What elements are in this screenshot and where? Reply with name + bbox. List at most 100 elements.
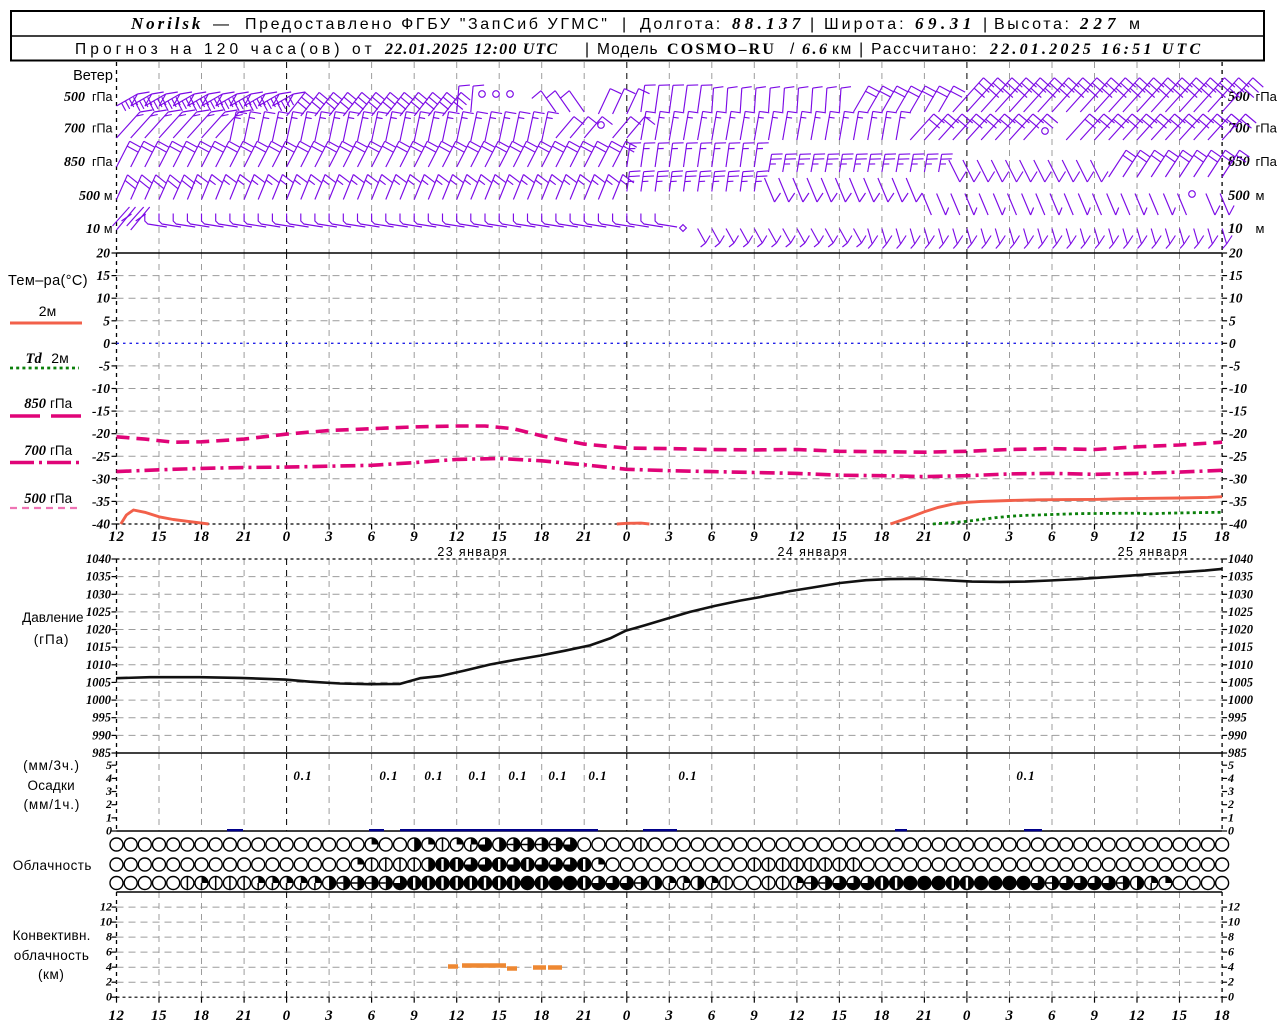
svg-text:1030: 1030 <box>1228 587 1254 601</box>
svg-text:6: 6 <box>708 1008 716 1024</box>
svg-text:12: 12 <box>1129 1008 1145 1024</box>
svg-text:24 января: 24 января <box>778 545 849 559</box>
svg-text:21: 21 <box>235 529 252 545</box>
svg-text:0.1: 0.1 <box>1016 768 1035 783</box>
svg-text:6: 6 <box>1228 945 1234 959</box>
svg-text:5: 5 <box>1228 758 1234 772</box>
svg-text:0: 0 <box>283 1008 291 1024</box>
svg-text:850: 850 <box>1228 154 1250 170</box>
svg-text:2м: 2м <box>39 303 56 319</box>
svg-text:21: 21 <box>575 529 592 545</box>
svg-text:5: 5 <box>103 313 110 328</box>
svg-text:1020: 1020 <box>86 623 112 637</box>
svg-text:Широта:: Широта: <box>824 16 907 33</box>
svg-text:4: 4 <box>1227 960 1234 974</box>
svg-text:облачность: облачность <box>14 948 90 963</box>
svg-text:21: 21 <box>575 1008 592 1024</box>
svg-text:1000: 1000 <box>1228 693 1254 707</box>
svg-text:4: 4 <box>1227 771 1234 785</box>
svg-text:6: 6 <box>1048 1008 1056 1024</box>
svg-text:12: 12 <box>1228 900 1240 914</box>
svg-text:1000: 1000 <box>86 693 112 707</box>
svg-text:0.1: 0.1 <box>379 768 398 783</box>
svg-text:69.31: 69.31 <box>915 14 976 33</box>
svg-text:9: 9 <box>410 529 418 545</box>
svg-text:гПа: гПа <box>1256 89 1278 104</box>
svg-text:18: 18 <box>874 1008 890 1024</box>
svg-text:995: 995 <box>92 711 111 725</box>
svg-text:0: 0 <box>1228 824 1234 838</box>
svg-text:1040: 1040 <box>1228 552 1254 566</box>
svg-text:12: 12 <box>109 1008 125 1024</box>
svg-text:0: 0 <box>1229 336 1236 351</box>
svg-text:15: 15 <box>491 1008 507 1024</box>
svg-text:9: 9 <box>410 1008 418 1024</box>
svg-text:0: 0 <box>103 336 110 351</box>
svg-text:1025: 1025 <box>86 605 111 619</box>
svg-text:COSMO–RU: COSMO–RU <box>667 41 776 58</box>
svg-text:-40: -40 <box>1229 517 1247 532</box>
svg-text:15: 15 <box>831 529 847 545</box>
svg-text:10: 10 <box>97 291 111 306</box>
svg-text:0.1: 0.1 <box>548 768 567 783</box>
svg-text:1025: 1025 <box>1228 605 1253 619</box>
svg-text:20: 20 <box>96 246 111 261</box>
svg-text:3: 3 <box>1005 529 1014 545</box>
svg-text:1: 1 <box>1228 810 1234 824</box>
svg-text:0: 0 <box>963 529 971 545</box>
svg-text:850: 850 <box>24 396 46 412</box>
svg-text:(мм/3ч.): (мм/3ч.) <box>23 758 80 773</box>
svg-text:21: 21 <box>915 1008 932 1024</box>
svg-text:м: м <box>1256 221 1265 236</box>
svg-text:9: 9 <box>1091 1008 1099 1024</box>
svg-text:0.1: 0.1 <box>678 768 697 783</box>
svg-text:1035: 1035 <box>86 570 111 584</box>
svg-text:3: 3 <box>324 529 333 545</box>
svg-text:12: 12 <box>449 529 465 545</box>
svg-text:18: 18 <box>1214 529 1230 545</box>
svg-text:|: | <box>585 41 589 58</box>
svg-text:0: 0 <box>623 1008 631 1024</box>
svg-text:/: / <box>790 41 795 58</box>
svg-text:985: 985 <box>1228 746 1247 760</box>
svg-text:8: 8 <box>106 930 112 944</box>
svg-text:4: 4 <box>105 771 112 785</box>
svg-text:-25: -25 <box>1229 449 1247 464</box>
svg-text:990: 990 <box>1228 728 1248 742</box>
svg-text:м: м <box>1256 188 1265 203</box>
svg-text:10: 10 <box>1229 291 1243 306</box>
svg-text:1030: 1030 <box>86 587 112 601</box>
svg-text:995: 995 <box>1228 711 1247 725</box>
svg-text:20: 20 <box>1228 246 1243 261</box>
svg-text:Td: Td <box>26 351 43 367</box>
svg-text:500: 500 <box>64 90 85 105</box>
svg-text:м: м <box>104 189 113 203</box>
svg-text:1035: 1035 <box>1228 570 1253 584</box>
svg-text:21: 21 <box>235 1008 252 1024</box>
svg-text:12: 12 <box>789 529 805 545</box>
svg-text:6: 6 <box>708 529 716 545</box>
svg-text:гПа: гПа <box>50 396 73 411</box>
svg-text:гПа: гПа <box>1256 154 1278 169</box>
svg-text:0.1: 0.1 <box>468 768 487 783</box>
svg-text:700: 700 <box>24 443 46 459</box>
svg-text:18: 18 <box>194 1008 210 1024</box>
svg-text:-5: -5 <box>1229 358 1240 373</box>
svg-text:15: 15 <box>1172 529 1188 545</box>
svg-text:(гПа): (гПа) <box>34 632 70 647</box>
svg-text:1005: 1005 <box>1228 675 1253 689</box>
svg-text:22.01.2025 16:51 UTC: 22.01.2025 16:51 UTC <box>989 41 1203 58</box>
svg-text:0.1: 0.1 <box>588 768 607 783</box>
svg-text:18: 18 <box>874 529 890 545</box>
svg-text:Norilsk: Norilsk <box>130 14 203 33</box>
svg-text:гПа: гПа <box>92 90 113 104</box>
svg-text:—: — <box>213 16 229 33</box>
svg-text:2: 2 <box>1227 975 1234 989</box>
svg-text:2: 2 <box>1227 797 1234 811</box>
svg-text:0: 0 <box>623 529 631 545</box>
svg-text:9: 9 <box>750 1008 758 1024</box>
svg-text:-30: -30 <box>1229 471 1247 486</box>
svg-text:3: 3 <box>664 1008 673 1024</box>
svg-text:-15: -15 <box>92 404 110 419</box>
svg-text:|: | <box>983 16 987 33</box>
